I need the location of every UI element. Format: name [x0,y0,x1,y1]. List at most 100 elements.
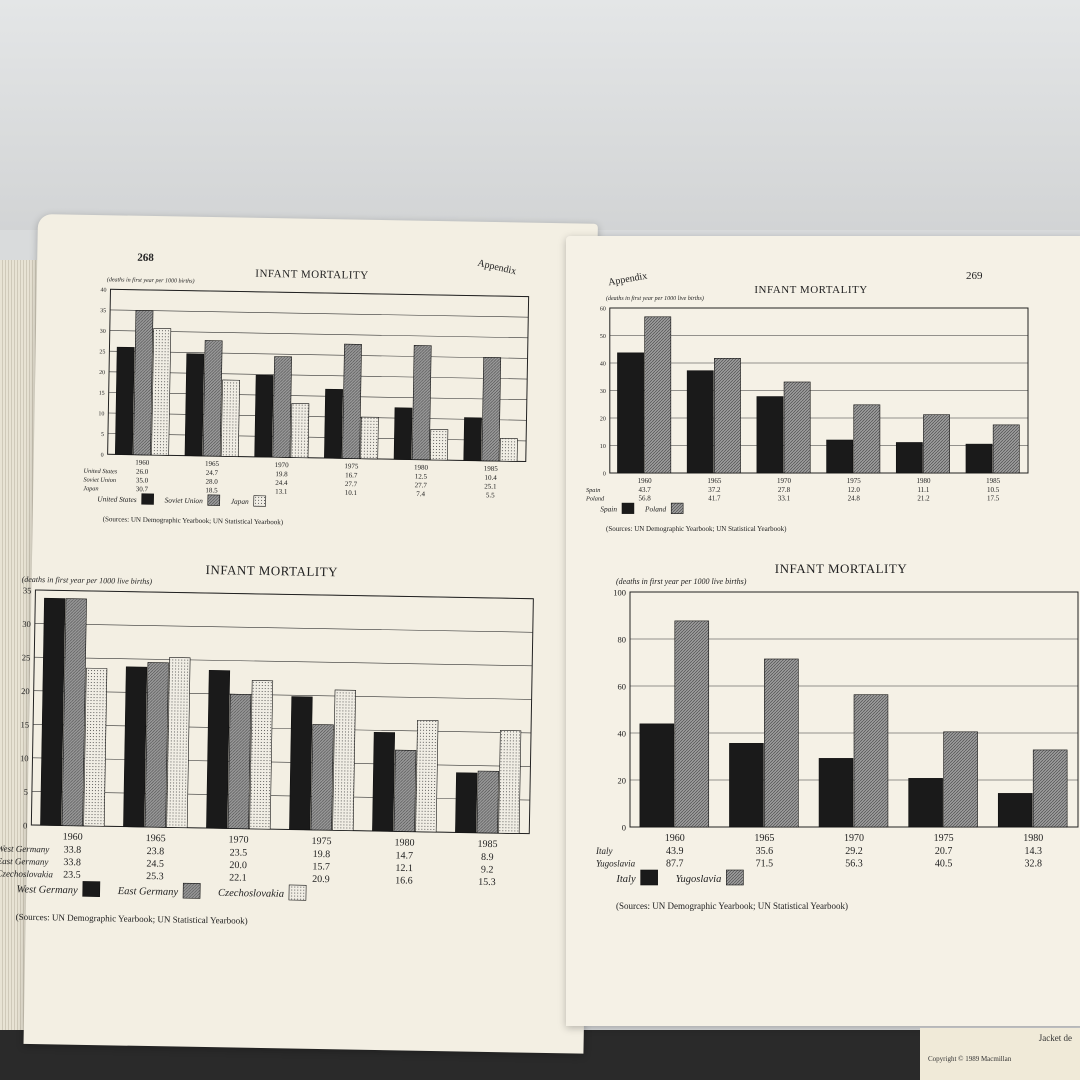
table-value: 20.7 [935,846,953,857]
bar-japan-1970 [290,403,310,459]
x-tick-label: 1985 [484,465,499,473]
x-tick-label: 1970 [229,834,249,845]
bar-poland-1960 [644,316,672,474]
legend-label: Czechoslovakia [218,888,284,900]
book-jacket-corner: Jacket de Copyright © 1989 Macmillan [920,1028,1080,1080]
table-row-label: Poland [586,496,605,503]
legend-label: Yugoslavia [676,874,722,885]
table-value: 37.2 [708,486,721,494]
bar-west-germany-1975 [289,696,313,831]
table-value: 19.8 [275,470,288,478]
table-value: 8.9 [481,852,494,863]
bar-italy-1970 [818,758,854,828]
gridline [109,371,528,380]
table-value: 27.8 [778,486,791,494]
chart-italy-yugoslavia: INFANT MORTALITY (deaths in first year p… [595,561,1080,911]
table-value: 43.7 [639,486,652,494]
legend-swatch [82,881,101,897]
page-number: 268 [137,251,154,265]
y-tick-label: 80 [618,635,627,645]
legend-label: Spain [600,505,617,514]
table-value: 19.8 [313,849,331,860]
table-value: 20.0 [229,860,247,871]
gridline [34,623,533,633]
bar-east-germany-1985 [476,770,499,834]
table-value: 25.1 [484,482,497,490]
gridline [108,392,527,400]
table-value: 5.5 [486,491,495,499]
bar-italy-1960 [639,723,675,828]
chart-germany-czechoslovakia: INFANT MORTALITY (deaths in first year p… [0,558,542,930]
bar-soviet-union-1980 [411,345,432,461]
bar-soviet-union-1975 [342,343,362,459]
bar-east-germany-1980 [393,749,417,832]
x-tick-label: 1975 [344,462,359,470]
table-value: 18.5 [205,486,218,494]
legend-label: Italy [615,874,636,885]
table-value: 21.2 [917,495,930,503]
bar-yugoslavia-1975 [943,731,978,828]
x-tick-label: 1965 [707,477,722,485]
legend-swatch [621,502,635,514]
plot-frame [30,589,534,835]
x-tick-label: 1985 [477,839,497,850]
table-row-label: Soviet Union [83,476,116,484]
bar-japan-1980 [429,429,449,461]
bar-united-states-1970 [254,374,274,458]
table-row-label: East Germany [0,856,49,867]
y-tick-label: 15 [99,391,105,397]
bar-yugoslavia-1970 [853,694,889,828]
table-row-label: Italy [596,846,613,856]
table-value: 11.1 [917,486,929,494]
bar-czechoslovakia-1960 [83,667,108,827]
bar-spain-1980 [895,442,923,474]
bar-spain-1985 [965,443,993,474]
legend-swatch [670,502,684,514]
bar-east-germany-1975 [310,724,334,831]
bar-poland-1965 [714,358,741,474]
table-row-label: Yugoslavia [596,859,636,869]
x-tick-label: 1975 [847,477,862,485]
table-value: 23.8 [147,846,165,857]
gridline [34,656,533,667]
x-tick-label: 1965 [205,460,220,468]
table-row-label: Spain [586,487,600,494]
table-value: 24.8 [848,495,861,503]
bar-west-germany-1985 [455,772,478,834]
y-tick-label: 60 [618,682,627,692]
bar-spain-1960 [617,352,644,474]
table-value: 15.7 [312,861,330,872]
bar-spain-1975 [826,439,854,474]
table-value: 23.5 [230,847,248,858]
table-value: 29.2 [845,846,863,857]
bar-czechoslovakia-1975 [332,689,356,831]
bar-czechoslovakia-1965 [166,657,191,829]
y-tick-label: 30 [22,619,31,629]
x-tick-label: 1980 [414,463,429,471]
y-tick-label: 0 [603,471,606,477]
legend-label: Poland [644,505,667,514]
x-tick-label: 1965 [754,833,774,844]
x-tick-label: 1960 [63,832,83,843]
y-tick-label: 40 [600,361,606,367]
table-value: 16.7 [345,471,358,479]
table-value: 7.4 [416,490,425,498]
bar-east-germany-1960 [61,598,87,827]
table-row-label: Czechoslovakia [0,868,54,879]
legend-swatch [288,884,307,901]
legend-label: West Germany [17,884,79,896]
gridline [109,330,528,339]
bar-west-germany-1960 [40,597,66,826]
table-value: 33.8 [64,845,82,856]
chart-us-ussr-japan: INFANT MORTALITY (deaths in first year p… [83,265,537,531]
y-tick-label: 25 [99,349,105,355]
table-row-label: United States [83,468,117,476]
y-tick-label: 100 [613,588,626,598]
plot-frame [107,288,530,463]
gridline [32,757,531,767]
bar-italy-1980 [997,793,1033,828]
bar-west-germany-1965 [123,666,148,828]
legend-label: East Germany [117,886,179,898]
table-value: 10.5 [987,486,1000,494]
table-row-label: Japan [83,485,99,492]
